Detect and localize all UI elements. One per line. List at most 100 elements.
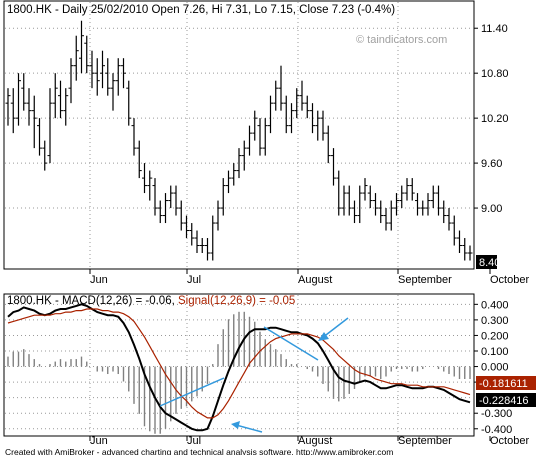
ohlc-bar bbox=[268, 95, 273, 134]
price-y-tick-label: 9.00 bbox=[481, 203, 502, 215]
macd-panel bbox=[3, 293, 475, 437]
ohlc-bar bbox=[373, 193, 378, 216]
ohlc-bar bbox=[210, 215, 216, 261]
ohlc-bar bbox=[21, 73, 27, 111]
ohlc-bar bbox=[173, 185, 179, 216]
ohlc-bar bbox=[467, 245, 473, 261]
ohlc-bar bbox=[147, 170, 153, 201]
ohlc-bar bbox=[215, 200, 221, 231]
ohlc-bar bbox=[231, 163, 237, 186]
last-macd-label: -0.228416 bbox=[479, 395, 529, 407]
ohlc-bar bbox=[94, 58, 100, 96]
arrow-annotation bbox=[321, 317, 349, 339]
price-x-tick-label: Jul bbox=[187, 274, 201, 286]
price-y-tick-label: 9.60 bbox=[481, 158, 502, 170]
ohlc-bar bbox=[367, 185, 373, 209]
ohlc-bar bbox=[89, 50, 95, 89]
ohlc-bar bbox=[346, 185, 352, 216]
ohlc-bar bbox=[241, 140, 247, 171]
price-panel bbox=[3, 0, 475, 270]
ohlc-bar bbox=[26, 88, 32, 126]
ohlc-bar bbox=[157, 200, 163, 224]
last-signal-box bbox=[476, 376, 536, 390]
ohlc-bar bbox=[283, 95, 289, 134]
ohlc-bar bbox=[136, 140, 142, 179]
ohlc-bar bbox=[352, 200, 357, 224]
ohlc-bar bbox=[105, 58, 111, 96]
macd-y-tick-label: 0.200 bbox=[481, 330, 509, 342]
macd-y-tick-label: 0.000 bbox=[481, 362, 509, 374]
ohlc-bar bbox=[152, 178, 158, 216]
macd-y-tick-label: -0.300 bbox=[481, 408, 512, 420]
footer-credit: Created with AmiBroker - advanced charti… bbox=[5, 447, 393, 455]
ohlc-bar bbox=[394, 193, 399, 216]
ohlc-bar bbox=[184, 215, 189, 239]
ohlc-bar bbox=[362, 178, 368, 201]
ohlc-bar bbox=[110, 73, 116, 111]
ohlc-bar bbox=[47, 88, 53, 164]
ohlc-bar bbox=[378, 200, 384, 224]
signal-line bbox=[7, 308, 471, 419]
ohlc-bar bbox=[37, 118, 42, 156]
arrow-head bbox=[318, 332, 329, 341]
ohlc-bar bbox=[441, 200, 447, 224]
price-x-tick-label: October bbox=[490, 274, 529, 286]
ohlc-bar bbox=[205, 238, 210, 261]
ohlc-bar bbox=[131, 118, 137, 156]
macd-x-tick-label: September bbox=[398, 435, 452, 447]
ohlc-bar bbox=[10, 88, 16, 134]
ohlc-bar bbox=[289, 103, 294, 134]
price-x-tick-label: Jun bbox=[90, 274, 108, 286]
ohlc-bar bbox=[299, 80, 305, 111]
macd-y-tick-label: 0.300 bbox=[481, 315, 509, 327]
ohlc-bar bbox=[336, 170, 342, 216]
ohlc-bar bbox=[404, 178, 410, 201]
ohlc-bar bbox=[126, 80, 132, 126]
macd-x-tick-label: October bbox=[490, 435, 529, 447]
arrow-annotation bbox=[235, 424, 263, 433]
ohlc-bar bbox=[357, 185, 363, 224]
ohlc-bar bbox=[52, 73, 58, 119]
ohlc-bar bbox=[68, 58, 74, 104]
ohlc-bar bbox=[310, 103, 315, 134]
ohlc-bar bbox=[325, 125, 331, 164]
ohlc-bar bbox=[388, 200, 394, 231]
ohlc-bar bbox=[252, 110, 258, 141]
ohlc-bar bbox=[63, 88, 69, 126]
macd-x-tick-label: August bbox=[298, 435, 332, 447]
price-y-tick-label: 11.40 bbox=[481, 23, 508, 35]
ohlc-bar bbox=[189, 223, 195, 246]
ohlc-bar bbox=[457, 230, 462, 254]
ohlc-bar bbox=[294, 88, 300, 119]
ohlc-bar bbox=[331, 148, 336, 186]
macd-y-tick-label: 0.400 bbox=[481, 299, 509, 311]
last-price-label: 8.40 bbox=[479, 257, 500, 269]
ohlc-bar bbox=[409, 178, 415, 201]
price-x-tick-label: September bbox=[398, 274, 452, 286]
price-y-tick-label: 10.20 bbox=[481, 113, 509, 125]
macd-chart-title: 1800.HK - MACD(12,26) = -0.06, Signal(12… bbox=[7, 295, 295, 307]
price-x-tick-label: August bbox=[298, 274, 332, 286]
ohlc-bar bbox=[220, 178, 226, 216]
ohlc-bar bbox=[247, 125, 252, 156]
ohlc-bar bbox=[436, 185, 441, 216]
macd-x-tick-label: Jun bbox=[90, 435, 108, 447]
ohlc-bar bbox=[236, 148, 242, 179]
ohlc-bar bbox=[42, 140, 48, 171]
ohlc-bar bbox=[121, 58, 126, 89]
ohlc-bar bbox=[73, 35, 79, 81]
macd-line bbox=[7, 303, 471, 432]
ohlc-bar bbox=[462, 238, 468, 261]
ohlc-bar bbox=[194, 230, 200, 254]
ohlc-bar bbox=[31, 95, 37, 149]
ohlc-bar bbox=[163, 193, 168, 224]
ohlc-bar bbox=[100, 50, 105, 89]
ohlc-bar bbox=[226, 170, 231, 194]
ohlc-bar bbox=[5, 88, 11, 126]
ohlc-bar bbox=[257, 118, 263, 156]
ohlc-bar bbox=[178, 200, 184, 231]
ohlc-bar bbox=[341, 185, 347, 216]
last-signal-label: -0.181611 bbox=[479, 378, 528, 390]
trendline-annotation bbox=[263, 326, 319, 361]
